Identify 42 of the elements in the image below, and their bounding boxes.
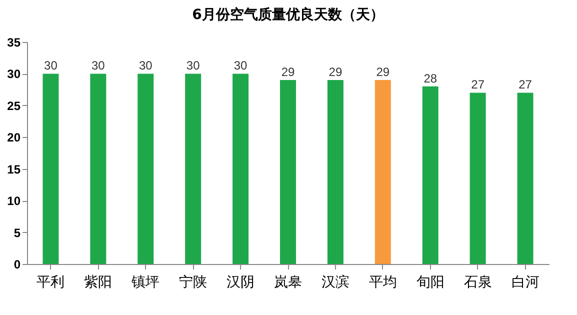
bar (470, 92, 486, 264)
x-tick-label: 紫阳 (84, 274, 112, 290)
y-tick-label: 35 (7, 36, 21, 50)
data-label: 29 (376, 65, 390, 80)
x-tick-label: 旬阳 (416, 274, 444, 290)
y-tick-label: 0 (14, 258, 21, 272)
data-label: 29 (281, 65, 295, 80)
bar (42, 74, 59, 264)
bar (517, 92, 534, 264)
y-tick-label: 15 (7, 162, 21, 176)
y-tick-label: 10 (7, 194, 21, 208)
data-label: 30 (92, 58, 106, 73)
x-tick-label: 平利 (36, 274, 65, 290)
x-tick-label: 汉滨 (321, 274, 350, 290)
data-label: 28 (424, 71, 438, 86)
bar (327, 80, 344, 264)
data-label: 30 (234, 58, 248, 73)
x-tick-label: 石泉 (464, 274, 492, 290)
bar (280, 80, 296, 264)
x-tick-label: 平均 (368, 274, 397, 290)
data-label: 30 (138, 58, 153, 73)
y-tick-label: 20 (7, 130, 21, 145)
y-tick-label: 25 (7, 98, 21, 113)
x-tick-label: 镇坪 (130, 274, 160, 290)
data-label: 30 (44, 58, 58, 73)
bar (232, 74, 249, 264)
chart-title: 6月份空气质量优良天数（天） (192, 6, 384, 23)
x-tick-label: 白河 (511, 274, 540, 290)
data-label: 29 (328, 65, 342, 80)
data-label: 27 (471, 78, 485, 92)
x-tick-label: 宁陕 (179, 274, 208, 290)
x-tick-label: 汉阴 (226, 274, 255, 290)
bar (422, 86, 438, 264)
bar (185, 74, 202, 264)
data-label: 30 (186, 58, 200, 73)
y-tick-label: 5 (14, 226, 21, 240)
bar (90, 74, 106, 264)
data-label: 27 (518, 78, 532, 92)
x-tick-label: 岚皋 (274, 274, 302, 290)
bar (138, 74, 154, 264)
bar (374, 80, 391, 264)
y-tick-label: 30 (7, 67, 21, 82)
